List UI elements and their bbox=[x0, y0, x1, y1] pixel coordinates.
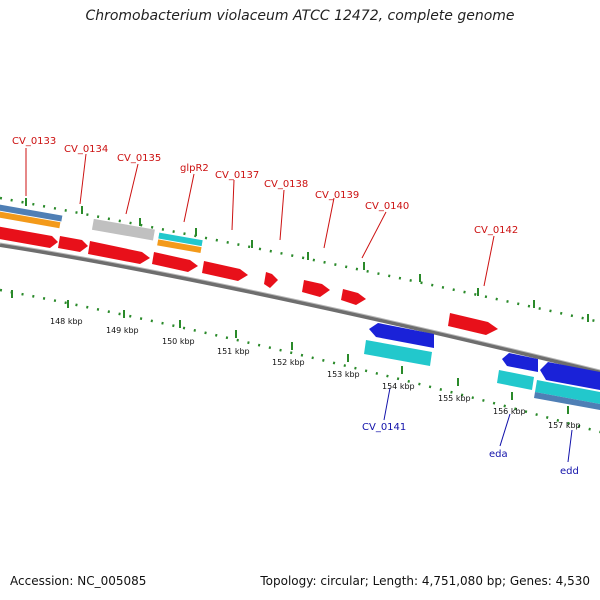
label-eda: eda bbox=[489, 449, 508, 460]
feature-gray-pseudo bbox=[91, 218, 155, 241]
feature-orange-2 bbox=[157, 239, 202, 253]
cds-cv0142 bbox=[448, 313, 498, 335]
feature-steel-blue-1 bbox=[0, 204, 63, 222]
cds-cv0134 bbox=[58, 236, 88, 252]
label-edd: edd bbox=[560, 466, 579, 477]
forward-cds-arrows bbox=[0, 226, 498, 335]
label-cv0134: CV_0134 bbox=[64, 144, 108, 155]
cds-cv0140 bbox=[341, 289, 366, 305]
cds-cv0138 bbox=[264, 272, 278, 288]
accession-text: Accession: NC_005085 bbox=[10, 574, 147, 588]
kbp-151: 151 kbp bbox=[217, 347, 250, 356]
outer-ring-ticks bbox=[25, 198, 589, 322]
genome-backbone bbox=[0, 243, 600, 374]
label-cv0135: CV_0135 bbox=[117, 153, 161, 164]
cds-cv0135 bbox=[88, 241, 150, 264]
label-cv0137: CV_0137 bbox=[215, 170, 259, 181]
forward-gene-labels: CV_0133 CV_0134 CV_0135 glpR2 CV_0137 CV… bbox=[12, 136, 518, 236]
cds-cv0137 bbox=[202, 261, 248, 281]
map-title: Chromobacterium violaceum ATCC 12472, co… bbox=[85, 8, 515, 24]
kbp-tick-labels: 148 kbp 149 kbp 150 kbp 151 kbp 152 kbp … bbox=[50, 317, 581, 430]
cds-glpR2 bbox=[152, 252, 198, 272]
reverse-leader-lines bbox=[383, 387, 573, 463]
outer-dotted-ring bbox=[0, 196, 600, 324]
kbp-153: 153 kbp bbox=[327, 370, 360, 379]
kbp-157: 157 kbp bbox=[548, 421, 581, 430]
label-cv0140: CV_0140 bbox=[365, 201, 409, 212]
genome-summary-text: Topology: circular; Length: 4,751,080 bp… bbox=[260, 574, 590, 588]
reverse-gene-labels: CV_0141 eda edd bbox=[362, 422, 579, 477]
inner-ring-ticks bbox=[11, 290, 569, 414]
kbp-148: 148 kbp bbox=[50, 317, 83, 326]
cds-eda bbox=[502, 353, 538, 372]
kbp-155: 155 kbp bbox=[438, 394, 471, 403]
feature-steel-blue-2 bbox=[534, 392, 600, 410]
reverse-cds-arrows bbox=[364, 323, 600, 410]
cds-edd bbox=[540, 362, 600, 390]
kbp-149: 149 kbp bbox=[106, 326, 139, 335]
kbp-152: 152 kbp bbox=[272, 358, 305, 367]
rna-cyan-edd bbox=[535, 380, 600, 404]
kbp-154: 154 kbp bbox=[382, 382, 415, 391]
cds-cv0139 bbox=[302, 280, 330, 297]
label-cv0139: CV_0139 bbox=[315, 190, 359, 201]
forward-leader-lines bbox=[25, 148, 495, 287]
cds-cv0141 bbox=[369, 323, 434, 348]
kbp-156: 156 kbp bbox=[493, 407, 526, 416]
feature-cyan-1 bbox=[158, 232, 203, 247]
label-cv0133: CV_0133 bbox=[12, 136, 56, 147]
cds-cv0133 bbox=[0, 226, 58, 248]
label-glpR2: glpR2 bbox=[180, 163, 209, 174]
label-cv0138: CV_0138 bbox=[264, 179, 308, 190]
kbp-150: 150 kbp bbox=[162, 337, 195, 346]
label-cv0141: CV_0141 bbox=[362, 422, 406, 433]
rna-cyan-cv0141 bbox=[364, 340, 432, 366]
feature-orange-1 bbox=[0, 211, 61, 229]
rna-cyan-eda bbox=[497, 370, 534, 390]
label-cv0142: CV_0142 bbox=[474, 225, 518, 236]
